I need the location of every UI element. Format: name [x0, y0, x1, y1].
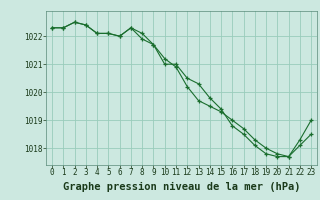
- X-axis label: Graphe pression niveau de la mer (hPa): Graphe pression niveau de la mer (hPa): [63, 182, 300, 192]
